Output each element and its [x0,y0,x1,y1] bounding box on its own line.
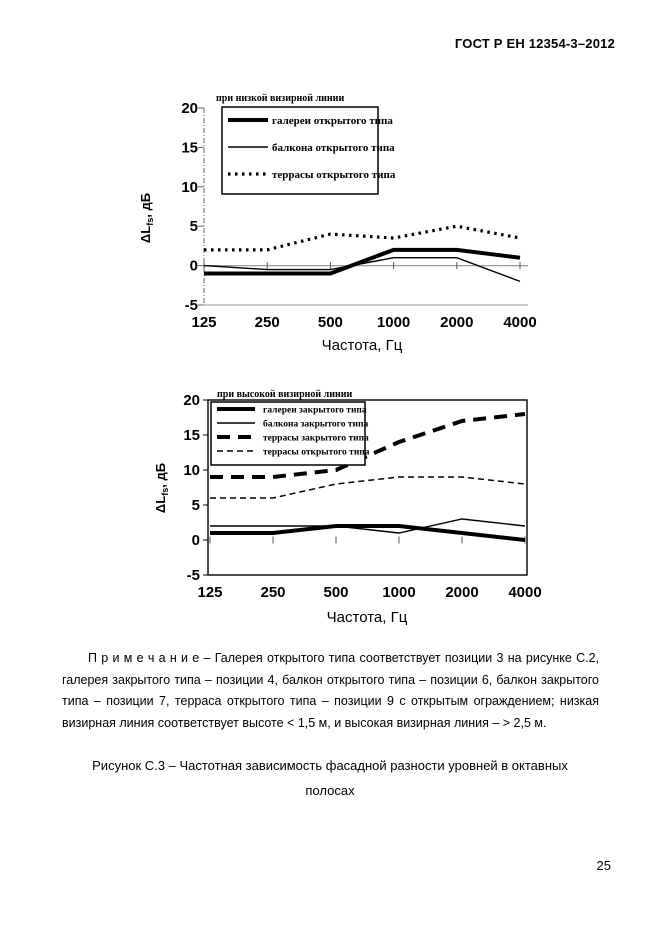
legend-item-label: балкона закрытого типа [263,419,368,430]
x-axis-title: Частота, Гц [322,337,403,354]
chart-axes [198,107,528,306]
x-tick-label: 4000 [503,314,536,331]
chart-low-sightline: 20 15 10 5 0 -5 125 250 500 1000 2000 4000 Частота, … [120,85,580,370]
legend-item-label: балкона открытого типа [272,142,395,154]
x-tick-label: 2000 [440,314,473,331]
plot-border [207,399,528,576]
x-tick-label: 1000 [382,584,415,601]
y-axis-title: ΔLfs, дБ [138,193,155,243]
y-tick-label: 5 [192,497,200,514]
x-tick-label: 500 [318,314,343,331]
document-header: ГОСТ Р ЕН 12354-3–2012 [454,36,615,51]
x-tick-label: 250 [260,584,285,601]
legend: галереи открытого типа балкона открытого … [221,106,396,195]
x-tick-label: 4000 [508,584,541,601]
legend-item-label: галереи открытого типа [272,115,393,127]
legend-item-label: террасы закрытого типа [263,434,369,444]
series-line-thick-solid [210,524,526,542]
page-number: 25 [596,858,611,873]
x-tick-label: 500 [323,584,348,601]
x-tick-label: 125 [197,584,222,601]
chart-high-sightline: 20 15 10 5 0 -5 125 250 500 1000 2000 4000 Частота, … [120,378,580,633]
y-tick-label: 10 [183,462,200,479]
note-label: П р и м е ч а н и е [88,651,200,665]
x-tick-label: 2000 [445,584,478,601]
x-tick-label: 125 [191,314,216,331]
note-paragraph: П р и м е ч а н и е – Галерея открытого … [62,648,599,734]
figure-caption: Рисунок С.3 – Частотная зависимость фаса… [92,758,568,798]
series-line-thick-dotted [204,224,521,252]
legend-item-label: галереи закрытого типа [263,406,367,416]
y-tick-label: -5 [187,567,200,584]
y-tick-label: 0 [192,532,200,549]
y-tick-label: 10 [181,179,198,196]
chart-title: при низкой визирной линии [216,93,344,104]
legend-item-label: террасы открытого типа [272,169,396,181]
y-tick-label: 15 [181,139,198,156]
series-line-thick-solid [204,247,521,276]
x-tick-label: 1000 [377,314,410,331]
y-tick-label: 0 [190,258,198,275]
x-tick-label: 250 [255,314,280,331]
x-axis-title: Частота, Гц [327,609,408,626]
legend-item-label: террасы открытого типа [263,448,370,458]
chart-axes [203,399,528,576]
y-tick-label: 15 [183,427,200,444]
legend: галереи закрытого типа балкона закрытого … [210,401,370,466]
legend-box [210,401,366,466]
y-tick-label: 20 [183,392,200,409]
series-line-thin-solid [210,518,526,534]
chart-title: при высокой визирной линии [217,389,353,400]
y-axis-title: ΔLfs, дБ [153,463,170,513]
series-line-thick-dashed [210,412,526,479]
note-text: – Галерея открытого типа соответствует п… [62,651,599,730]
y-tick-label: 20 [181,100,198,117]
y-tick-label: 5 [190,218,198,235]
series-line-thin-dashed [210,476,526,499]
y-tick-label: -5 [185,297,198,314]
